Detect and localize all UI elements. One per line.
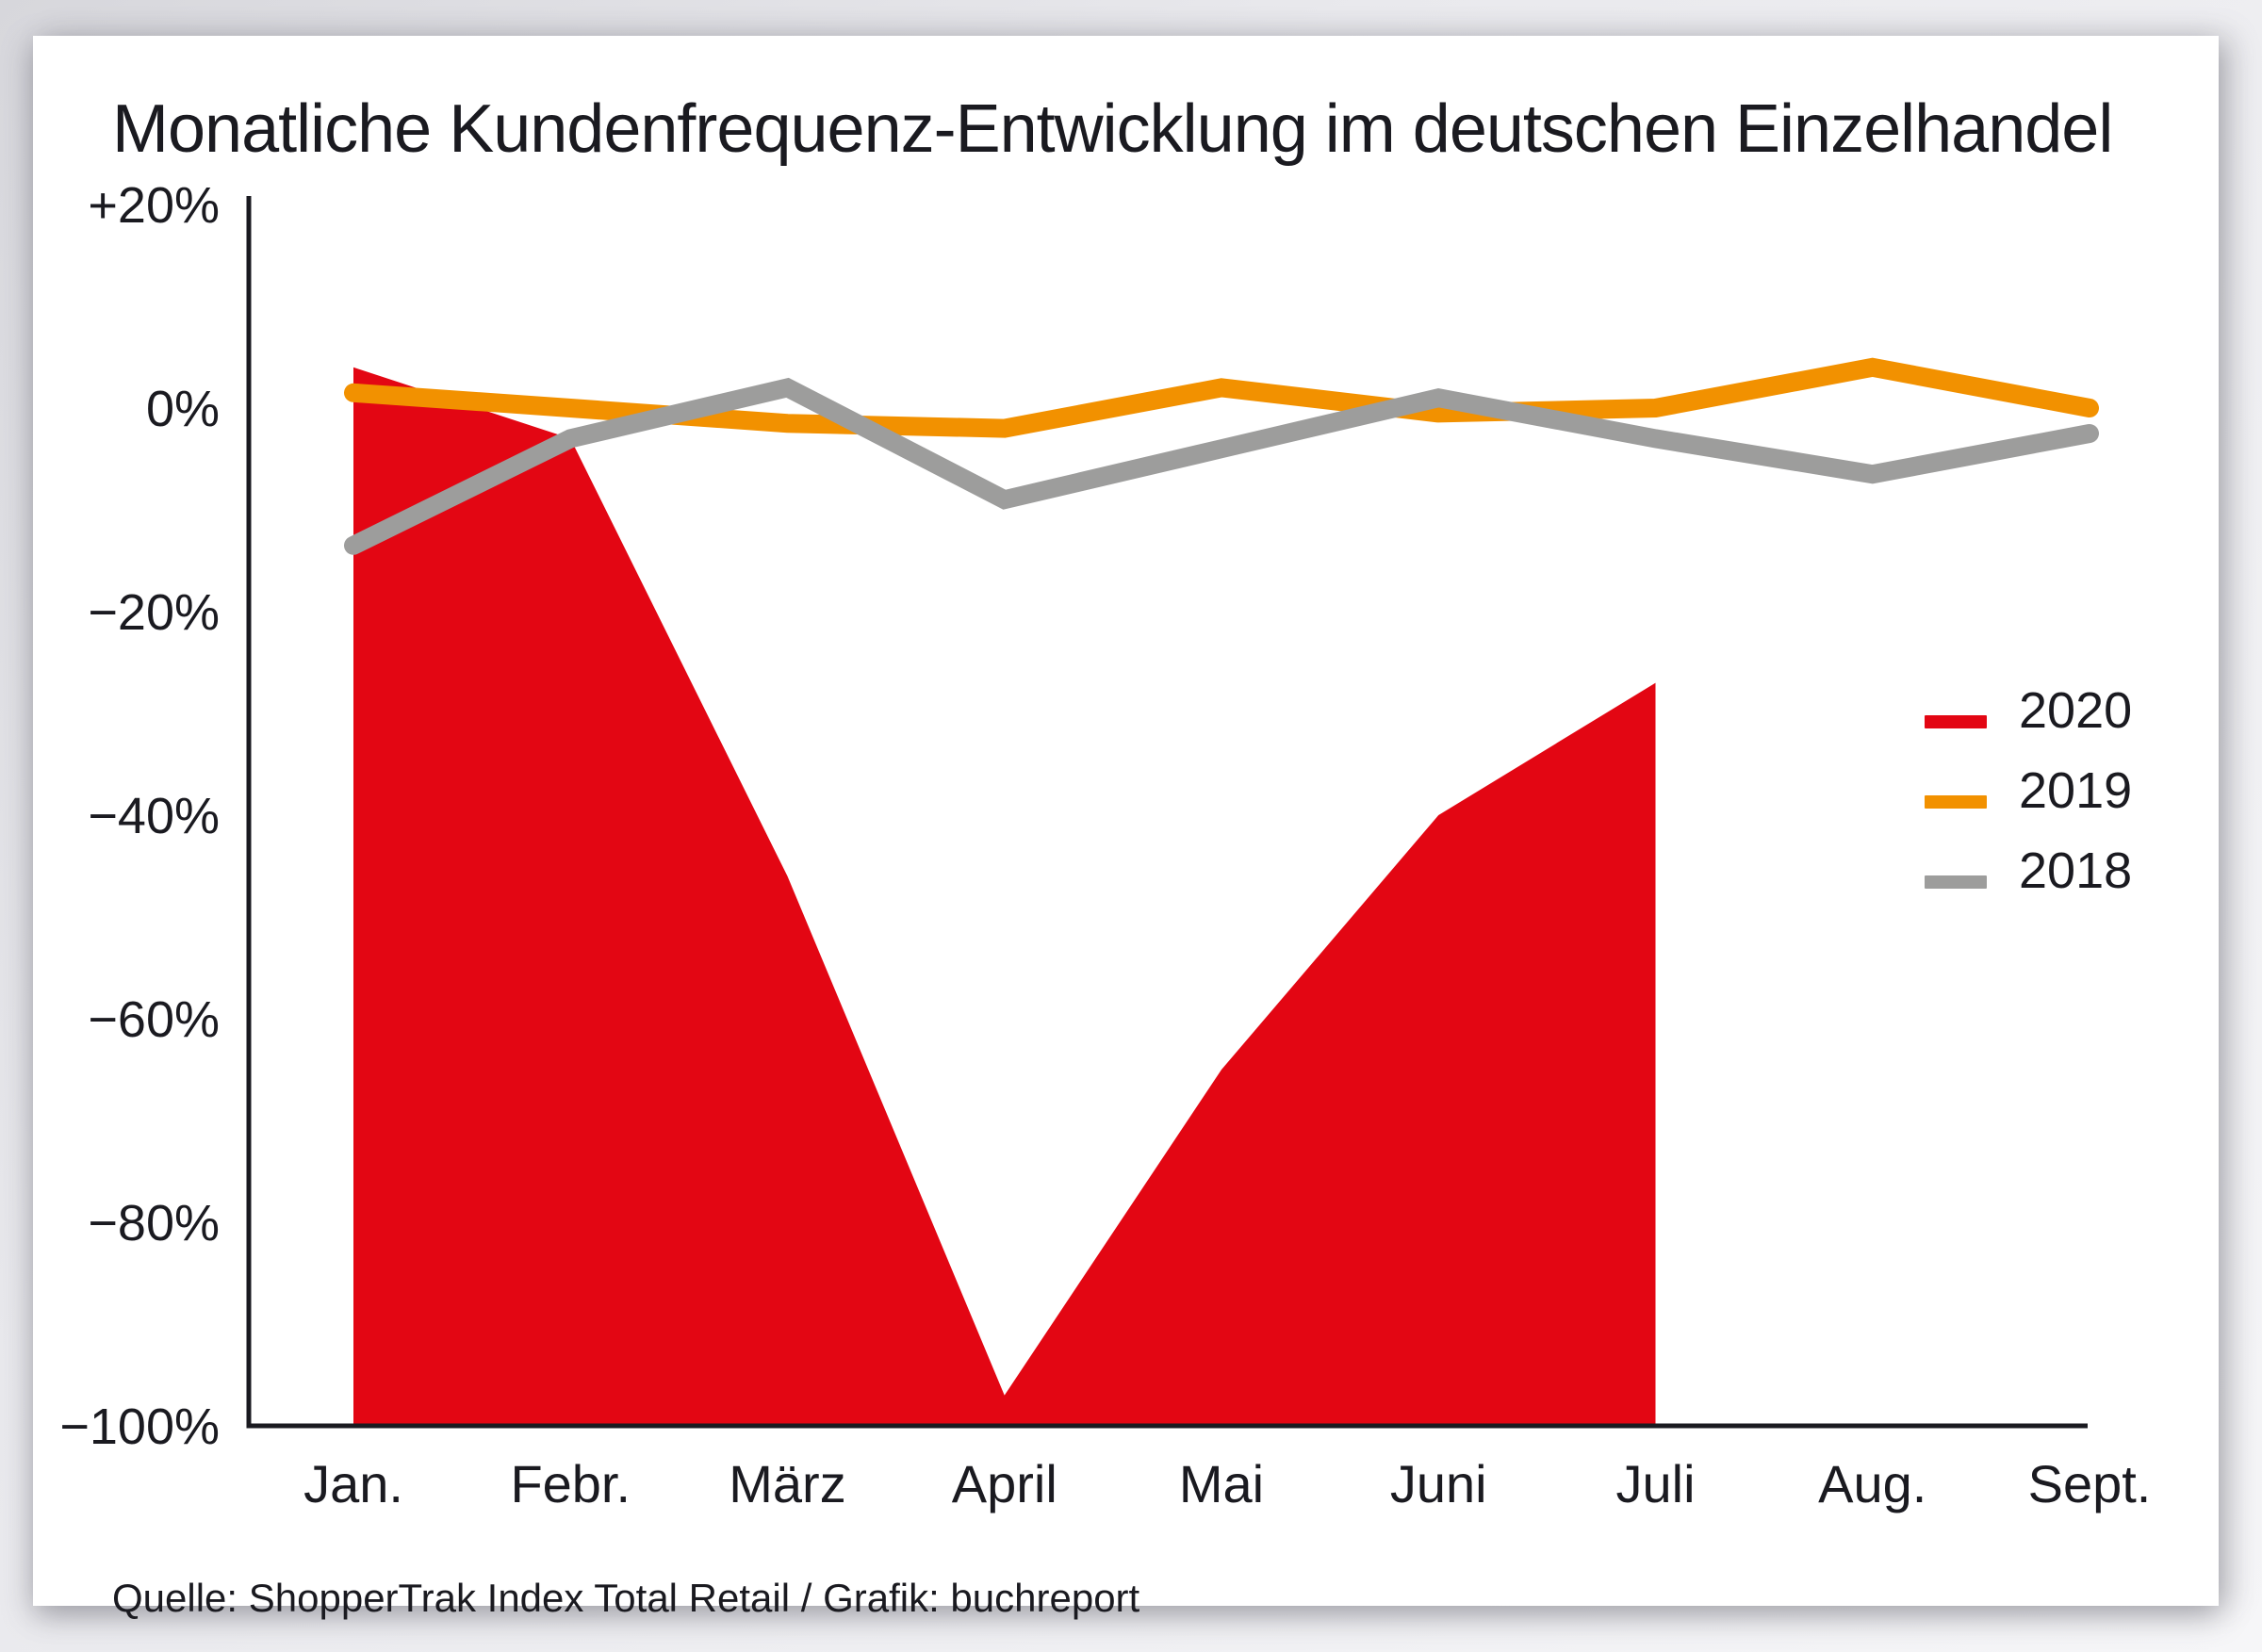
x-tick-label: Juli	[1615, 1454, 1695, 1513]
legend-row-2019: 2019	[1925, 762, 2236, 819]
y-tick-label: +20%	[88, 177, 220, 234]
legend-label-2019: 2019	[2019, 762, 2133, 819]
page-title: Monatliche Kundenfrequenz-Entwicklung im…	[112, 91, 2113, 167]
legend-swatch-2019	[1925, 795, 1987, 809]
series-2020-area	[353, 367, 1656, 1424]
y-tick-label: −60%	[88, 991, 220, 1048]
x-tick-label: Juni	[1390, 1454, 1487, 1513]
y-tick-label: −80%	[88, 1195, 220, 1251]
x-tick-label: Jan.	[303, 1454, 403, 1513]
series-2018-line	[344, 377, 2099, 555]
x-tick-label: Febr.	[510, 1454, 631, 1513]
legend-swatch-2020	[1925, 715, 1987, 728]
x-tick-label: März	[729, 1454, 845, 1513]
x-tick-label: Mai	[1179, 1454, 1264, 1513]
y-tick-label: −40%	[88, 788, 220, 844]
legend-swatch-2018	[1925, 875, 1987, 889]
legend-label-2020: 2020	[2019, 682, 2133, 739]
legend-row-2020: 2020	[1925, 682, 2236, 739]
source-note: Quelle: ShopperTrak Index Total Retail /…	[112, 1576, 1140, 1620]
y-tick-label: −100%	[59, 1398, 220, 1455]
legend-label-2018: 2018	[2019, 842, 2133, 899]
x-tick-label: Aug.	[1818, 1454, 1926, 1513]
x-tick-label: Sept.	[2028, 1454, 2152, 1513]
x-tick-label: April	[952, 1454, 1057, 1513]
legend-row-2018: 2018	[1925, 842, 2236, 899]
y-tick-label: −20%	[88, 584, 220, 641]
y-tick-label: 0%	[146, 381, 220, 437]
legend: 2020 2019 2018	[1925, 682, 2236, 924]
